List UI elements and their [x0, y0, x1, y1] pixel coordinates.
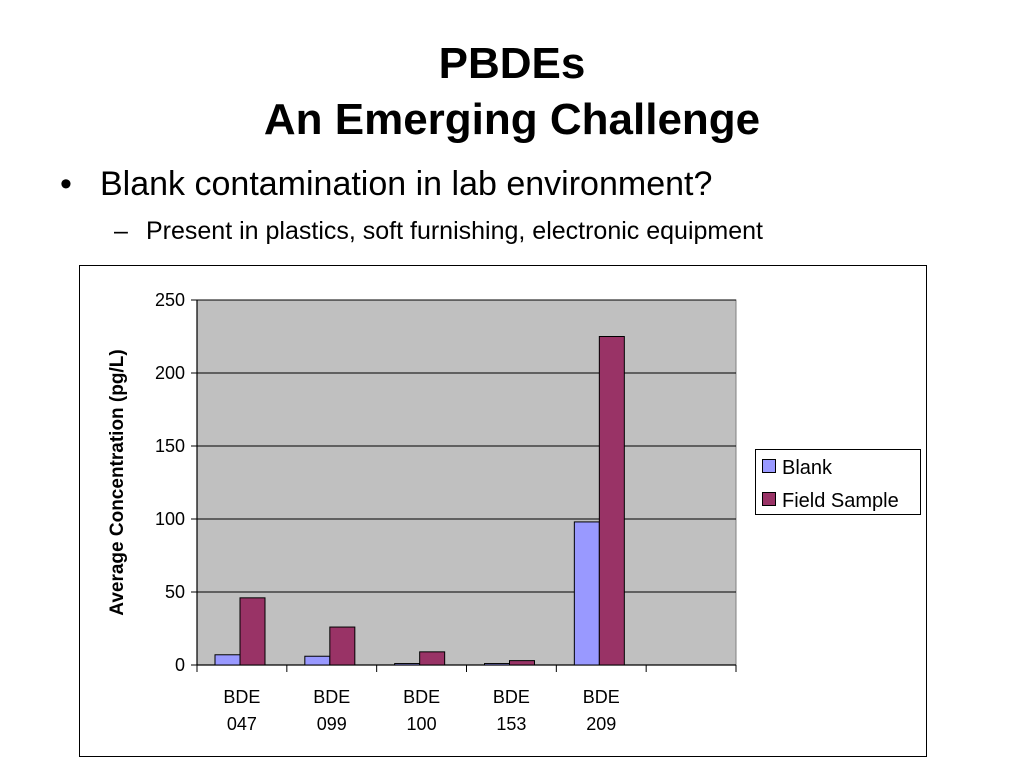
bar-field-sample-4: [598, 336, 625, 666]
x-tick-label-2-1: 100: [407, 714, 437, 734]
bullet-symbol: •: [60, 165, 72, 203]
y-tick-label-150: 150: [155, 436, 185, 456]
y-tick-label-200: 200: [155, 363, 185, 383]
bullet-item: • Blank contamination in lab environment?: [60, 164, 712, 204]
bar-blank-2: [394, 663, 421, 666]
x-tick-label-2-0: BDE: [403, 687, 440, 707]
x-tick-label-4-1: 209: [586, 714, 616, 734]
y-tick-label-0: 0: [175, 655, 185, 675]
y-tick-label-100: 100: [155, 509, 185, 529]
bar-blank-3: [484, 663, 510, 666]
plot-area: [196, 299, 737, 666]
subbullet-item: – Present in plastics, soft furnishing, e…: [114, 215, 763, 247]
bar-field-sample-2: [419, 651, 446, 666]
bar-blank-0: [214, 654, 241, 666]
title-line-1: PBDEs: [438, 39, 586, 88]
y-tick-label-250: 250: [155, 290, 185, 310]
subbullet-text: Present in plastics, soft furnishing, el…: [146, 217, 763, 245]
x-tick-label-3-1: 153: [496, 714, 526, 734]
slide-title: PBDEs An Emerging Challenge: [0, 36, 1024, 148]
x-tick-label-4-0: BDE: [583, 687, 620, 707]
legend-swatch-field-sample: [762, 492, 776, 506]
x-tick-label-3-0: BDE: [493, 687, 530, 707]
legend-item-blank: Blank: [762, 457, 832, 479]
bar-blank-4: [573, 521, 600, 666]
x-tick-label-1-1: 099: [317, 714, 347, 734]
bar-field-sample-3: [509, 660, 535, 666]
subbullet-symbol: –: [114, 217, 128, 245]
x-tick-label-0-0: BDE: [223, 687, 260, 707]
y-tick-label-50: 50: [165, 582, 185, 602]
x-tick-label-0-1: 047: [227, 714, 257, 734]
title-line-2: An Emerging Challenge: [263, 95, 761, 144]
bullet-text: Blank contamination in lab environment?: [100, 165, 713, 203]
chart-legend: Blank Field Sample: [755, 449, 921, 515]
legend-swatch-blank: [762, 459, 776, 473]
legend-label-blank: Blank: [782, 457, 833, 479]
legend-item-field-sample: Field Sample: [762, 490, 899, 512]
y-axis-title: Average Concentration (pg/L): [107, 349, 128, 615]
legend-label-field-sample: Field Sample: [782, 490, 899, 512]
x-tick-label-1-0: BDE: [313, 687, 350, 707]
bar-blank-1: [304, 655, 331, 666]
bar-field-sample-0: [239, 597, 266, 666]
bar-field-sample-1: [329, 626, 356, 666]
